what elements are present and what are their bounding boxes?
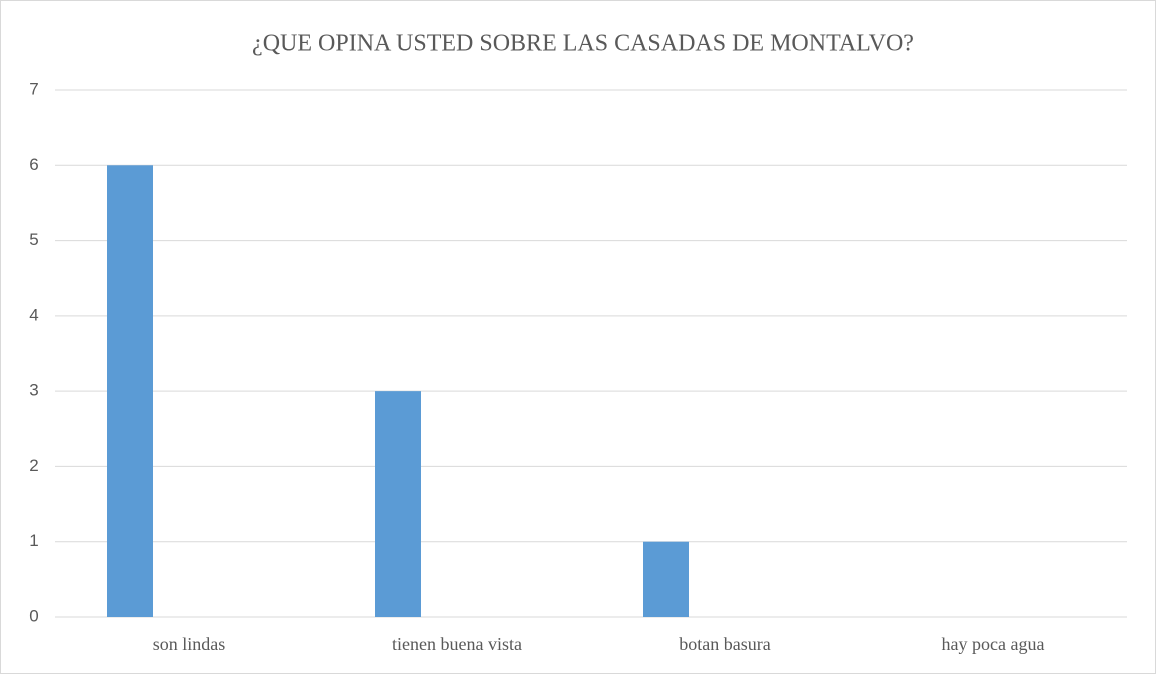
bar <box>643 541 689 617</box>
y-tick-label: 7 <box>29 79 38 98</box>
y-tick-label: 6 <box>29 155 38 174</box>
x-tick-label: hay poca agua <box>942 634 1045 654</box>
y-tick-label: 4 <box>29 305 38 324</box>
y-tick-label: 5 <box>29 230 38 249</box>
x-tick-label: botan basura <box>679 634 770 654</box>
y-tick-label: 0 <box>29 606 38 625</box>
y-tick-label: 2 <box>29 456 38 475</box>
y-tick-label: 1 <box>29 531 38 550</box>
bar <box>375 391 421 617</box>
x-tick-label: tienen buena vista <box>392 634 522 654</box>
x-tick-label: son lindas <box>153 634 226 654</box>
bar <box>107 165 153 618</box>
y-tick-label: 3 <box>29 381 38 400</box>
chart-title: ¿QUE OPINA USTED SOBRE LAS CASADAS DE MO… <box>252 31 914 57</box>
